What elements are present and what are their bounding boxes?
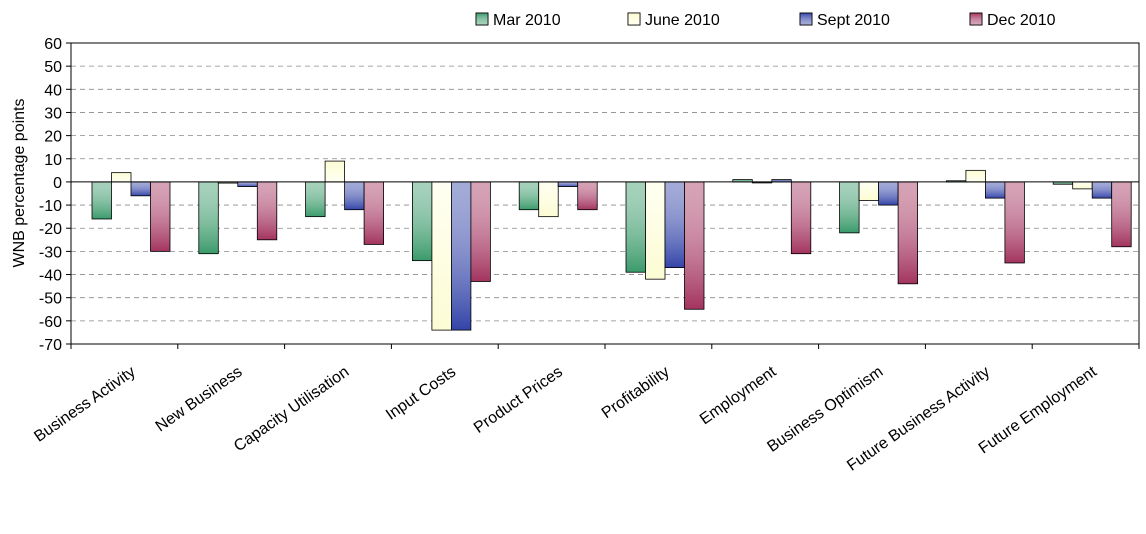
- y-tick-label: -20: [39, 221, 62, 238]
- y-tick-label: 50: [44, 59, 62, 76]
- bar-dec-2010-profitability: [684, 181, 705, 310]
- bar-sept-2010-capacity-utilisation: [344, 181, 365, 211]
- bar-dec-2010-capacity-utilisation: [363, 181, 385, 245]
- grid-lines: [71, 65, 1139, 322]
- bar-dec-2010-business-optimism: [897, 181, 918, 285]
- bar-dec-2010-future-business-activity: [1004, 181, 1025, 264]
- legend-swatch-shade: [799, 12, 813, 26]
- bar-june-2010-profitability: [645, 181, 666, 280]
- bar-june-2010-input-costs: [431, 181, 452, 331]
- y-tick-label: -70: [39, 337, 62, 354]
- x-tick-label: Input Costs: [383, 363, 459, 423]
- bar-june-2010-future-business-activity: [965, 169, 986, 183]
- bar-mar-2010-input-costs: [411, 181, 433, 262]
- bar-sept-2010-business-optimism: [878, 181, 899, 206]
- y-tick-label: -10: [39, 198, 62, 215]
- bar-june-2010-capacity-utilisation: [324, 160, 346, 183]
- bar-dec-2010-business-activity: [150, 181, 171, 252]
- legend-swatch-shade: [627, 12, 641, 26]
- bar-mar-2010-capacity-utilisation: [305, 181, 326, 218]
- y-tick-label: -60: [39, 314, 62, 331]
- x-tick-label: Employment: [697, 363, 780, 428]
- x-tick-label: Profitability: [599, 363, 673, 422]
- bar-mar-2010-profitability: [625, 181, 646, 273]
- x-tick-label: Future Employment: [976, 363, 1101, 457]
- x-tick-label: Business Activity: [31, 363, 138, 445]
- x-tick-label: Product Prices: [471, 363, 566, 437]
- bar-june-2010-business-optimism: [858, 181, 879, 201]
- legend-label-mar-2010: Mar 2010: [493, 12, 561, 29]
- legend-swatch-shade: [969, 12, 983, 26]
- bar-sept-2010-product-prices: [557, 181, 579, 187]
- bar-mar-2010-new-business: [198, 181, 219, 255]
- y-tick-label: 20: [44, 129, 62, 146]
- legend-label-dec-2010: Dec 2010: [987, 12, 1056, 29]
- bar-dec-2010-product-prices: [577, 181, 598, 211]
- bar-sept-2010-future-business-activity: [985, 181, 1006, 199]
- y-axis-label: WNB percentage points: [11, 99, 28, 268]
- bar-sept-2010-business-activity: [130, 181, 151, 197]
- y-tick-labels: 60 50 40 30 20 10 0 -10 -20 -30 -40 -50 -60 -70: [39, 36, 62, 354]
- bar-mar-2010-product-prices: [518, 181, 540, 211]
- legend-label-sept-2010: Sept 2010: [817, 12, 890, 29]
- legend-label-june-2010: June 2010: [645, 12, 720, 29]
- bar-june-2010-business-activity: [111, 172, 132, 183]
- legend: Mar 2010 June 2010 Sept 2010 Dec 2010: [475, 12, 1056, 29]
- plot-frame: [70, 42, 1140, 345]
- bar-sept-2010-profitability: [664, 181, 685, 268]
- y-tick-label: -40: [39, 268, 62, 285]
- bar-mar-2010-business-activity: [91, 181, 112, 220]
- y-tick-label: 40: [44, 82, 62, 99]
- bars: [91, 160, 1132, 331]
- y-tick-label: 0: [53, 175, 62, 192]
- bar-mar-2010-business-optimism: [839, 181, 860, 234]
- bar-june-2010-product-prices: [538, 181, 559, 218]
- bar-sept-2010-input-costs: [450, 181, 472, 331]
- bar-sept-2010-future-employment: [1091, 181, 1113, 199]
- bar-dec-2010-future-employment: [1111, 181, 1132, 248]
- axes: [66, 42, 1140, 349]
- bar-june-2010-future-employment: [1072, 181, 1093, 190]
- legend-swatch-shade: [475, 12, 489, 26]
- y-tick-label: -30: [39, 244, 62, 261]
- bar-dec-2010-new-business: [256, 181, 278, 241]
- y-tick-label: -50: [39, 291, 62, 308]
- y-tick-label: 60: [44, 36, 62, 53]
- y-tick-label: 30: [44, 105, 62, 122]
- x-tick-label: Capacity Utilisation: [231, 363, 352, 455]
- bar-sept-2010-new-business: [237, 181, 258, 187]
- y-tick-label: 10: [44, 152, 62, 169]
- bar-dec-2010-input-costs: [470, 181, 491, 282]
- x-tick-label: New Business: [153, 363, 246, 435]
- x-tick-label: Business Optimism: [764, 363, 886, 455]
- bar-dec-2010-employment: [790, 181, 812, 255]
